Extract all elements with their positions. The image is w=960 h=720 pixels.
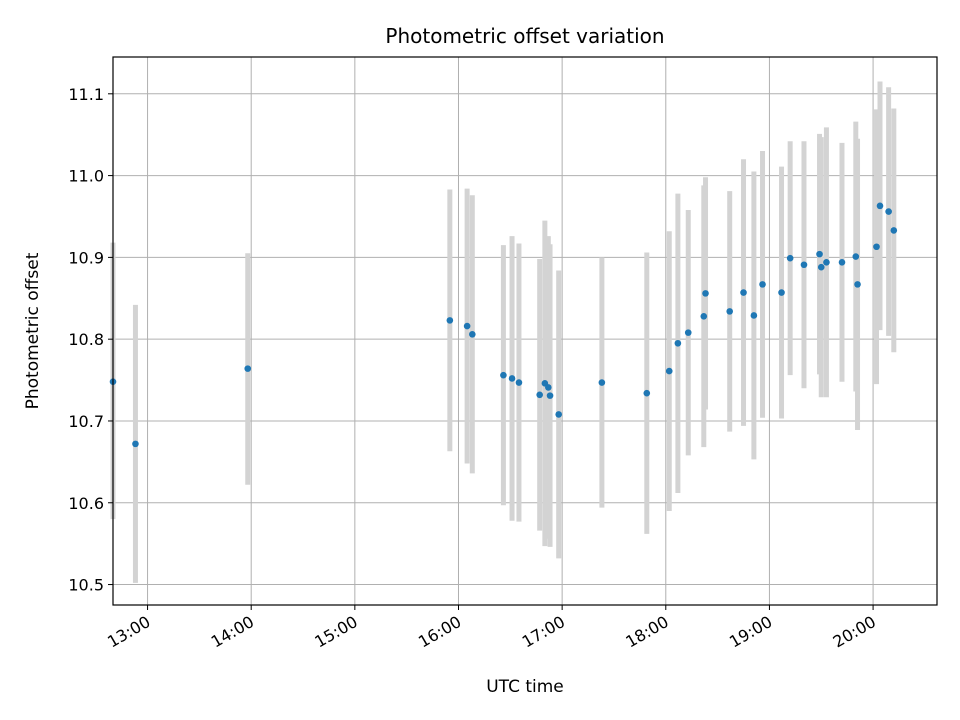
x-tick-label: 19:00 — [726, 612, 775, 652]
data-point — [838, 258, 846, 266]
y-tick-label: 10.7 — [68, 412, 104, 431]
data-points — [109, 202, 898, 448]
data-point — [876, 202, 884, 210]
data-point — [463, 322, 471, 330]
data-point — [800, 261, 808, 269]
y-tick-label: 11.0 — [68, 167, 104, 186]
data-point — [244, 365, 252, 372]
x-tick-label: 13:00 — [104, 612, 153, 652]
data-point — [545, 384, 552, 391]
data-point — [643, 389, 651, 397]
data-point — [726, 308, 734, 315]
data-point — [854, 281, 861, 288]
y-tick-label: 10.6 — [68, 494, 104, 513]
data-point — [684, 329, 692, 336]
x-tick-label: 20:00 — [830, 612, 879, 652]
data-point — [740, 289, 747, 296]
data-point — [852, 253, 860, 260]
x-axis: 13:00 14:00 15:00 16:00 17:00 18:00 19:00 20:00 — [104, 605, 879, 652]
data-point — [890, 227, 898, 234]
data-point — [873, 243, 880, 251]
x-tick-label: 15:00 — [311, 612, 360, 652]
y-tick-label: 11.1 — [68, 85, 104, 104]
x-tick-label: 18:00 — [622, 612, 671, 652]
y-tick-label: 10.8 — [68, 330, 104, 349]
data-point — [469, 330, 476, 338]
data-point — [816, 250, 823, 258]
x-tick-label: 14:00 — [208, 612, 257, 652]
y-tick-label: 10.9 — [68, 248, 104, 267]
data-point — [515, 379, 523, 386]
data-point — [700, 312, 708, 320]
data-point — [778, 289, 785, 296]
data-point — [885, 208, 892, 215]
data-point — [500, 371, 507, 379]
data-point — [759, 281, 766, 288]
data-point — [750, 312, 758, 319]
error-bars — [110, 81, 897, 583]
data-point — [702, 290, 709, 297]
data-point — [665, 367, 673, 375]
chart-title: Photometric offset variation — [385, 24, 664, 48]
data-point — [446, 317, 454, 324]
data-point — [132, 440, 139, 448]
plot-frame — [112, 56, 938, 606]
data-point — [508, 375, 516, 382]
data-point — [823, 258, 830, 266]
x-axis-label: UTC time — [486, 677, 564, 697]
x-tick-label: 17:00 — [519, 612, 568, 652]
grid — [113, 57, 937, 605]
y-axis-label: Photometric offset — [23, 252, 43, 409]
data-point — [674, 339, 682, 347]
data-point — [786, 254, 794, 262]
data-point — [555, 411, 562, 418]
data-point — [546, 392, 554, 399]
data-point — [536, 391, 543, 399]
data-point — [598, 379, 606, 386]
x-tick-label: 16:00 — [415, 612, 464, 652]
data-point — [817, 263, 825, 271]
y-axis: 10.5 10.6 10.7 10.8 10.9 11.0 11.1 — [68, 85, 113, 595]
y-tick-label: 10.5 — [68, 576, 104, 595]
